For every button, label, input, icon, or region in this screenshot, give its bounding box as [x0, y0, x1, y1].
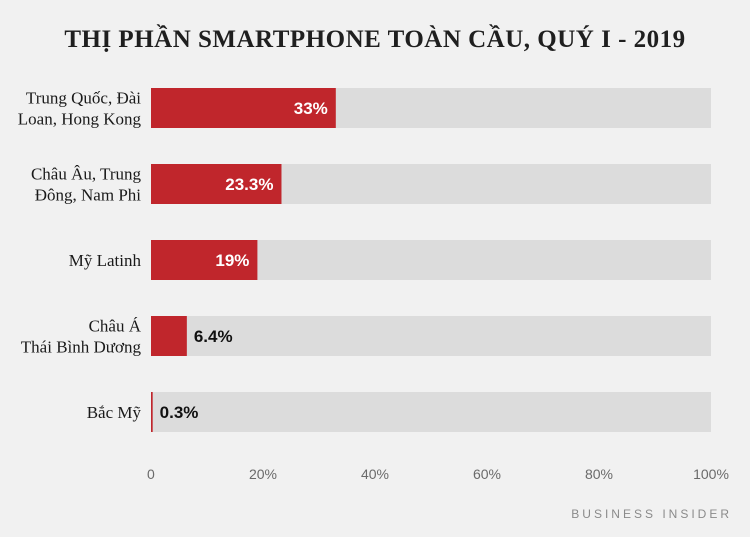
data-label: 23.3% — [225, 175, 273, 194]
x-tick-label: 80% — [585, 466, 613, 482]
chart-title: THỊ PHẦN SMARTPHONE TOÀN CẦU, QUÝ I - 20… — [64, 26, 686, 53]
x-tick-label: 20% — [249, 466, 277, 482]
data-label: 6.4% — [194, 327, 233, 346]
x-tick-label: 0 — [147, 466, 155, 482]
bar — [151, 392, 153, 432]
source-credit: BUSINESS INSIDER — [571, 507, 732, 521]
x-tick-label: 100% — [693, 466, 729, 482]
category-label: Trung Quốc, Đài — [26, 89, 141, 108]
bar-track — [151, 392, 711, 432]
category-label: Mỹ Latinh — [69, 251, 142, 270]
category-label: Loan, Hong Kong — [18, 110, 142, 129]
bar — [151, 316, 187, 356]
category-label: Châu Á — [89, 317, 142, 336]
data-label: 0.3% — [160, 403, 199, 422]
bar — [151, 240, 258, 280]
bar — [151, 88, 336, 128]
category-label: Châu Âu, Trung — [31, 165, 142, 184]
bar-track — [151, 316, 711, 356]
data-label: 19% — [215, 251, 249, 270]
category-label: Đông, Nam Phi — [35, 186, 142, 205]
bar — [151, 164, 282, 204]
x-tick-label: 60% — [473, 466, 501, 482]
x-tick-label: 40% — [361, 466, 389, 482]
category-label: Thái Bình Dương — [21, 338, 142, 357]
category-label: Bắc Mỹ — [87, 403, 142, 422]
data-label: 33% — [294, 99, 328, 118]
